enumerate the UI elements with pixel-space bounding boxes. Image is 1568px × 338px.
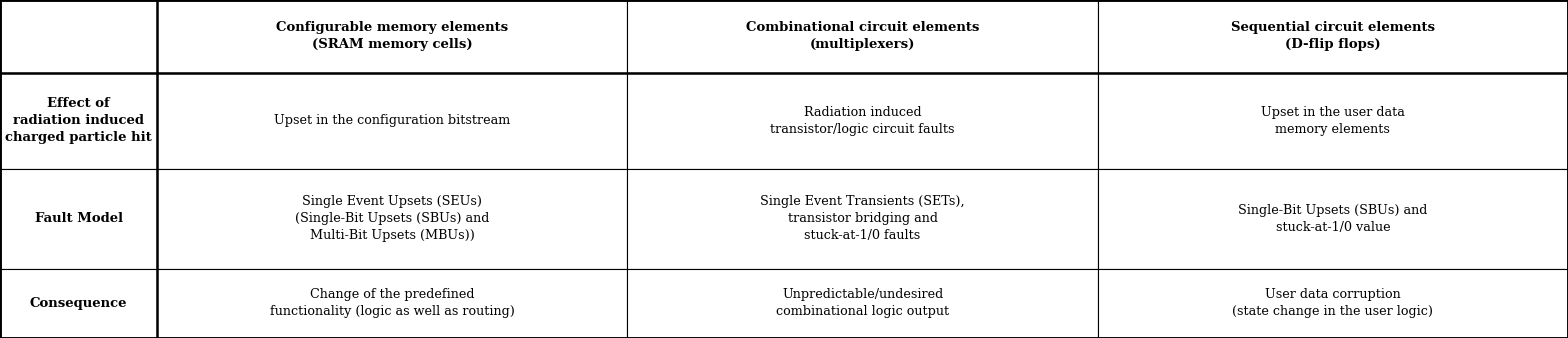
Bar [1098,269,1568,338]
Bar [157,0,627,73]
Text: Configurable memory elements
(SRAM memory cells): Configurable memory elements (SRAM memor… [276,21,508,51]
Text: Change of the predefined
functionality (logic as well as routing): Change of the predefined functionality (… [270,288,514,318]
Bar [627,0,1098,73]
Bar [627,169,1098,269]
Bar [0,169,157,269]
Text: Upset in the user data
memory elements: Upset in the user data memory elements [1261,106,1405,136]
Text: Radiation induced
transistor/logic circuit faults: Radiation induced transistor/logic circu… [770,106,955,136]
Bar [157,169,627,269]
Bar [157,269,627,338]
Bar [1098,169,1568,269]
Text: Sequential circuit elements
(D-flip flops): Sequential circuit elements (D-flip flop… [1231,21,1435,51]
Text: Effect of
radiation induced
charged particle hit: Effect of radiation induced charged part… [5,97,152,144]
Text: Single Event Upsets (SEUs)
(Single-Bit Upsets (SBUs) and
Multi-Bit Upsets (MBUs): Single Event Upsets (SEUs) (Single-Bit U… [295,195,489,242]
Bar [1098,73,1568,169]
Bar [0,73,157,169]
Bar [0,269,157,338]
Bar [157,73,627,169]
Text: Combinational circuit elements
(multiplexers): Combinational circuit elements (multiple… [746,21,980,51]
Text: Consequence: Consequence [30,297,127,310]
Text: Upset in the configuration bitstream: Upset in the configuration bitstream [274,114,511,127]
Bar [627,73,1098,169]
Bar [1098,0,1568,73]
Text: Single-Bit Upsets (SBUs) and
stuck-at-1/0 value: Single-Bit Upsets (SBUs) and stuck-at-1/… [1239,204,1427,234]
Text: Unpredictable/undesired
combinational logic output: Unpredictable/undesired combinational lo… [776,288,949,318]
Bar [0,0,157,73]
Bar [627,269,1098,338]
Text: User data corruption
(state change in the user logic): User data corruption (state change in th… [1232,288,1433,318]
Text: Single Event Transients (SETs),
transistor bridging and
stuck-at-1/0 faults: Single Event Transients (SETs), transist… [760,195,964,242]
Text: Fault Model: Fault Model [34,212,122,225]
